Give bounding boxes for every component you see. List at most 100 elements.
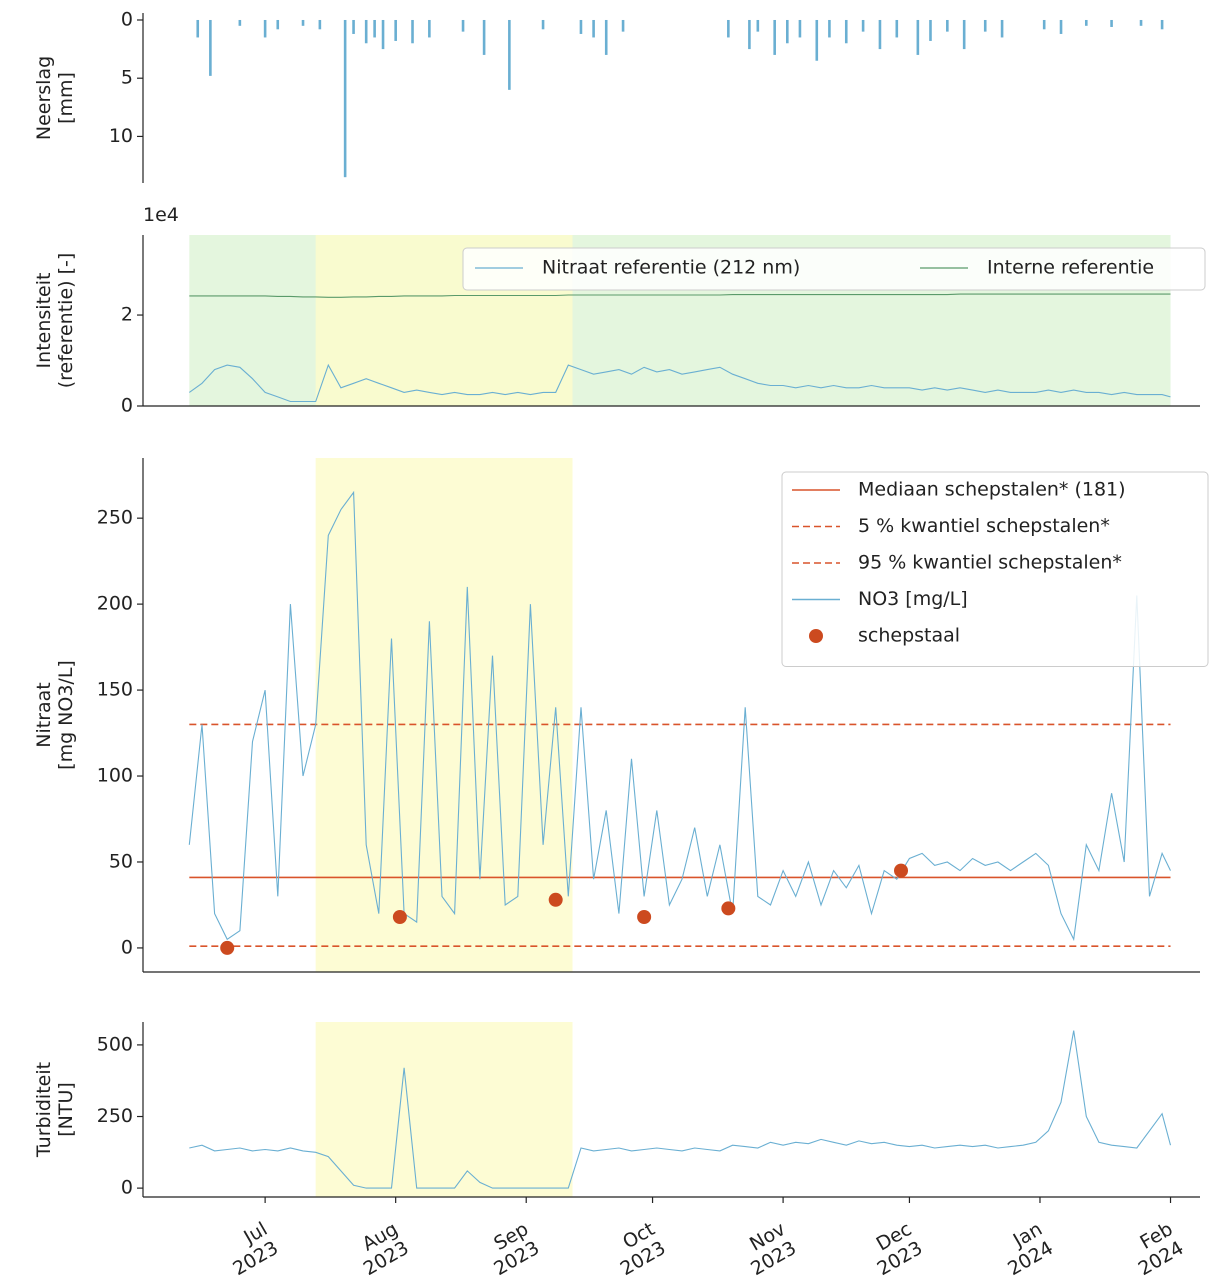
shaded-span (315, 458, 573, 972)
bar (861, 19, 865, 32)
bar (352, 19, 355, 34)
bar (482, 19, 486, 55)
bar (773, 19, 776, 55)
y-offset-label: 1e4 (143, 204, 179, 226)
bar (1084, 19, 1088, 26)
legend-label: Mediaan schepstalen* (181) (858, 479, 1126, 501)
y-tick-label: 2 (121, 304, 133, 326)
bar (1160, 19, 1164, 30)
shaded-span (315, 1022, 573, 1197)
bar (604, 19, 608, 55)
legend-frame (781, 471, 1209, 667)
y-axis-label: Intensiteit(referentie) [-] (33, 253, 77, 389)
bar (621, 19, 625, 32)
x-tick-label: Jul2023 (218, 1218, 282, 1280)
bar (373, 19, 376, 38)
legend-swatch (809, 629, 823, 643)
x-tick-label: Aug2023 (349, 1218, 413, 1280)
sample-point (392, 909, 407, 924)
bar (815, 19, 819, 61)
bar (541, 19, 545, 30)
text-line: [mg NO3/L] (54, 660, 76, 770)
y-tick-label: 150 (97, 679, 133, 701)
y-tick-label: 5 (121, 67, 133, 89)
bar (592, 19, 595, 38)
bar (1000, 19, 1004, 38)
y-axis-label: Nitraat[mg NO3/L] (33, 660, 77, 770)
sample-point (220, 940, 235, 955)
sample-point (548, 892, 563, 907)
text-line: Intensiteit (33, 273, 55, 369)
y-tick-label: 200 (97, 593, 133, 615)
y-tick-label: 250 (97, 1105, 133, 1127)
bar (364, 19, 368, 44)
y-tick-label: 10 (109, 125, 133, 147)
y-tick-label: 0 (121, 395, 133, 417)
legend: Mediaan schepstalen* (181) 5 % kwantiel s… (781, 471, 1209, 667)
y-tick-label: 500 (97, 1033, 133, 1055)
bar (1139, 19, 1143, 26)
text-line: Turbiditeit (33, 1062, 55, 1158)
text-line: [mm] (54, 72, 76, 124)
text-line: [NTU] (54, 1082, 76, 1137)
bar (209, 19, 212, 76)
bar (411, 19, 414, 44)
bar (1110, 19, 1113, 27)
x-tick-label: Feb2024 (1123, 1218, 1187, 1280)
bar (1059, 19, 1063, 34)
bar (946, 19, 949, 32)
bar (895, 19, 899, 38)
bar (828, 19, 831, 38)
bar (263, 19, 267, 38)
bar (276, 19, 280, 30)
bar (727, 19, 730, 38)
text-line: Neerslag (33, 56, 55, 140)
text-line: (referentie) [-] (54, 253, 76, 389)
bar (579, 19, 583, 34)
legend-label: Interne referentie (987, 257, 1154, 279)
data-line (189, 293, 1171, 298)
y-tick-label: 100 (97, 765, 133, 787)
bar (929, 19, 932, 41)
bar (318, 19, 322, 30)
data-line (188, 490, 1171, 942)
bar (343, 19, 347, 178)
legend-label: 95 % kwantiel schepstalen* (858, 552, 1122, 574)
bar (461, 19, 465, 32)
x-tick-label: Sep2023 (479, 1218, 543, 1280)
x-tick-label: Jan2024 (993, 1218, 1057, 1280)
text-line: Nitraat (33, 682, 55, 748)
bar (983, 19, 987, 32)
y-tick-label: 0 (121, 936, 133, 958)
bar (748, 19, 751, 50)
bar (844, 19, 848, 44)
bar (878, 19, 882, 50)
y-axis-label: Turbiditeit[NTU] (33, 1062, 77, 1158)
y-axis-label: Neerslag[mm] (33, 56, 77, 140)
bar (196, 19, 200, 38)
sample-point (894, 863, 909, 878)
bar (301, 19, 305, 26)
sample-point (721, 901, 736, 916)
bar (238, 19, 242, 26)
bar (786, 19, 789, 44)
bar (508, 19, 511, 90)
bar (1042, 19, 1046, 30)
bar (428, 19, 431, 38)
bar (962, 19, 966, 50)
y-tick-label: 0 (121, 1177, 133, 1199)
x-tick-label: Dec2023 (862, 1218, 926, 1280)
y-tick-label: 0 (121, 8, 133, 30)
legend-label: Nitraat referentie (212 nm) (542, 257, 800, 279)
legend-frame (462, 247, 1206, 291)
y-tick-label: 50 (109, 850, 133, 872)
y-tick-label: 250 (97, 507, 133, 529)
bar (798, 19, 802, 38)
data-line (188, 363, 1171, 403)
data-line (189, 1030, 1172, 1189)
bar (381, 19, 385, 50)
x-tick-label: Oct2023 (605, 1218, 669, 1280)
x-tick-label: Nov2023 (736, 1218, 800, 1280)
legend: Nitraat referentie (212 nm) Interne refer… (462, 247, 1206, 291)
